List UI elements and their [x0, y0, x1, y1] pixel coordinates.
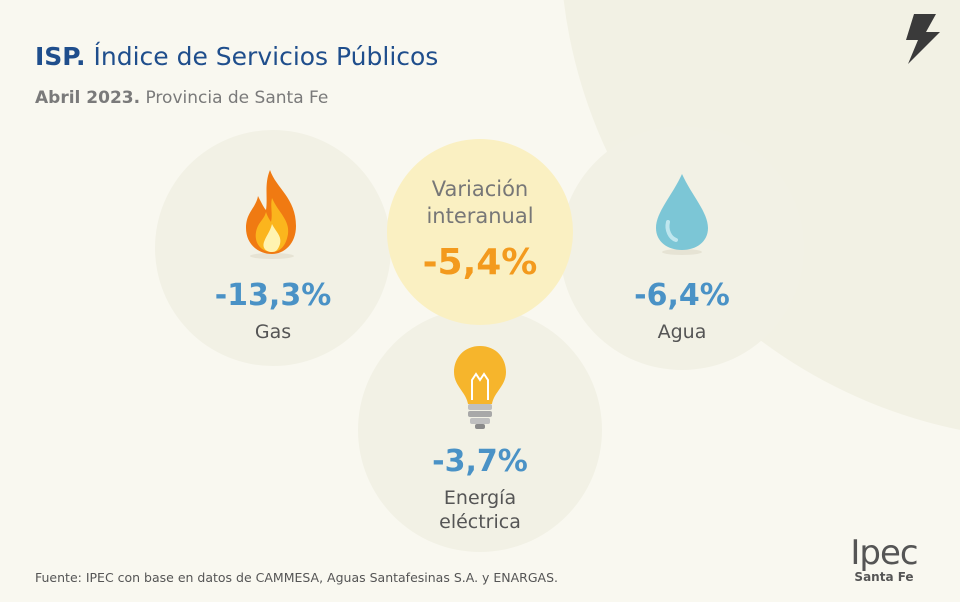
light-bulb-icon [454, 346, 506, 429]
flame-icon [246, 170, 296, 259]
page-subtitle: Abril 2023. Provincia de Santa Fe [35, 88, 329, 108]
variacion-value: -5,4% [422, 242, 538, 283]
ipec-logo: Ipec Santa Fe [850, 533, 918, 584]
gas-value: -13,3% [214, 278, 332, 313]
page-title: ISP. Índice de Servicios Públicos [35, 42, 439, 71]
agua-value: -6,4% [634, 278, 730, 313]
lightning-icon [906, 14, 940, 64]
source-note: Fuente: IPEC con base en datos de CAMMES… [35, 570, 559, 585]
variacion-circle [387, 139, 573, 325]
variacion-label: Variación interanual [426, 177, 534, 228]
gas-label: Gas [254, 321, 292, 343]
energia-value: -3,7% [432, 444, 528, 479]
agua-label: Agua [657, 321, 707, 343]
water-drop-icon [656, 174, 708, 255]
energia-label: Energía eléctrica [439, 487, 521, 533]
